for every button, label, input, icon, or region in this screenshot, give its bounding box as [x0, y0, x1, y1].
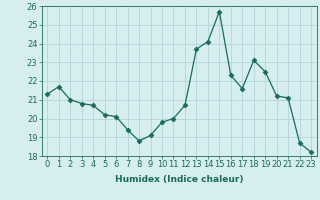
X-axis label: Humidex (Indice chaleur): Humidex (Indice chaleur) — [115, 175, 244, 184]
